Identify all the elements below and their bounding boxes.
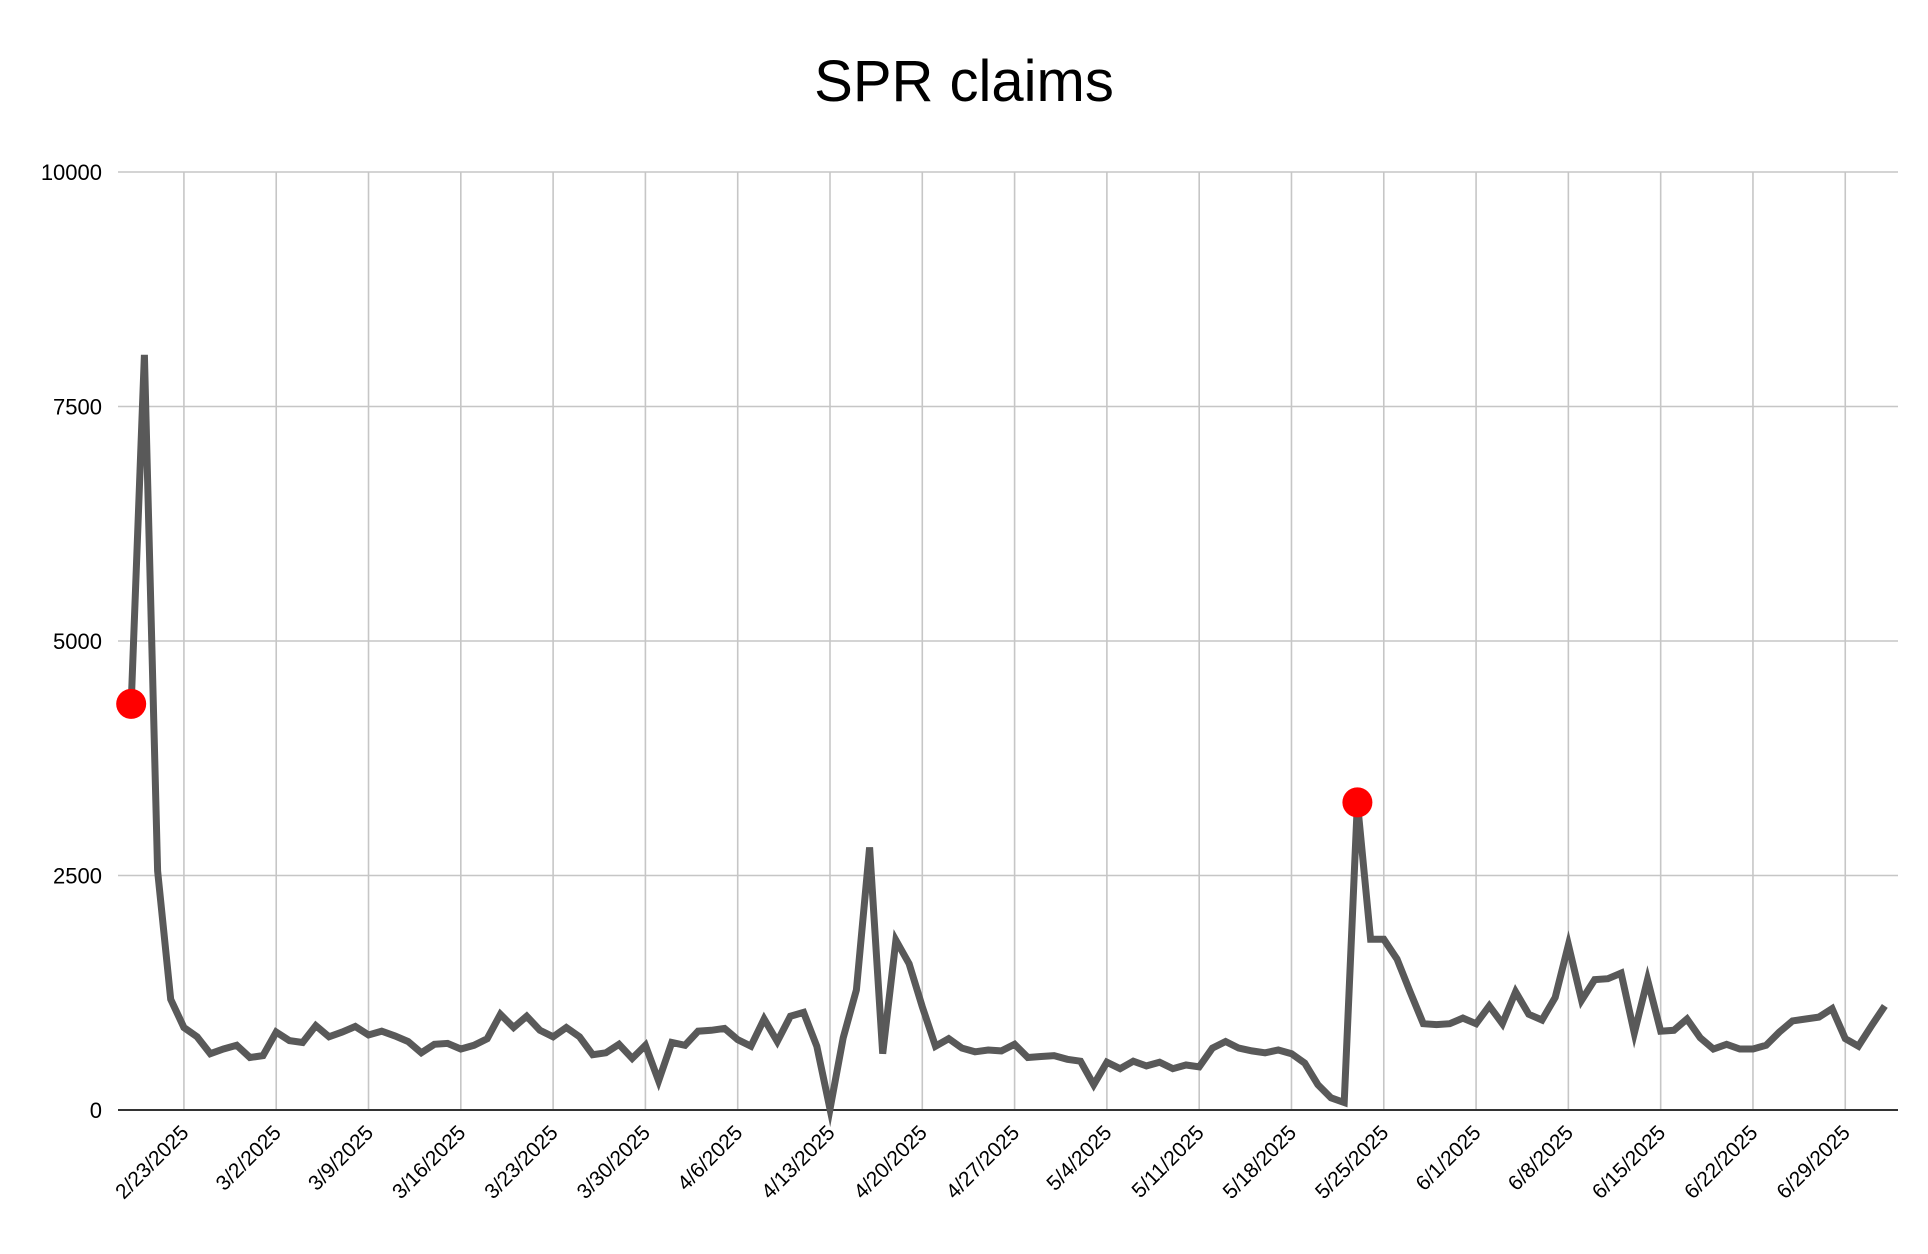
horizontal-gridlines [118, 171, 1898, 1111]
y-tick-label: 2500 [53, 864, 102, 889]
highlight-point [1342, 787, 1373, 818]
x-tick-label: 5/11/2025 [1127, 1121, 1208, 1202]
y-tick-label: 10000 [41, 160, 102, 185]
highlight-markers [116, 688, 1373, 818]
x-tick-label: 3/2/2025 [212, 1121, 286, 1195]
y-tick-labels: 0 2500 5000 7500 10000 [41, 160, 102, 1123]
x-tick-label: 4/27/2025 [942, 1121, 1024, 1203]
x-tick-labels: 2/23/2025 3/2/2025 3/9/2025 3/16/2025 3/23/2… [111, 1121, 1855, 1203]
x-tick-label: 3/16/2025 [388, 1121, 470, 1203]
y-tick-label: 5000 [53, 629, 102, 654]
x-tick-label: 5/4/2025 [1042, 1121, 1116, 1195]
x-tick-label: 6/8/2025 [1504, 1121, 1578, 1195]
x-tick-label: 2/23/2025 [111, 1121, 193, 1203]
x-tick-label: 6/15/2025 [1588, 1121, 1670, 1203]
x-tick-label: 5/18/2025 [1219, 1121, 1301, 1203]
x-tick-label: 3/9/2025 [304, 1121, 378, 1195]
y-tick-label: 7500 [53, 395, 102, 420]
x-tick-label: 5/25/2025 [1311, 1121, 1393, 1203]
x-tick-label: 4/13/2025 [757, 1121, 839, 1203]
x-tick-label: 3/30/2025 [573, 1121, 655, 1203]
x-tick-label: 6/1/2025 [1412, 1121, 1486, 1195]
series-layer [127, 354, 1888, 1128]
chart-title: SPR claims [814, 49, 1114, 114]
x-tick-label: 6/29/2025 [1772, 1121, 1854, 1203]
x-tick-label: 6/22/2025 [1680, 1121, 1762, 1203]
x-tick-label: 4/20/2025 [849, 1121, 931, 1203]
highlight-point [116, 688, 147, 719]
y-tick-label: 0 [90, 1098, 102, 1123]
x-tick-label: 4/6/2025 [673, 1121, 747, 1195]
series-line [127, 354, 1888, 1128]
x-tick-label: 3/23/2025 [480, 1121, 562, 1203]
